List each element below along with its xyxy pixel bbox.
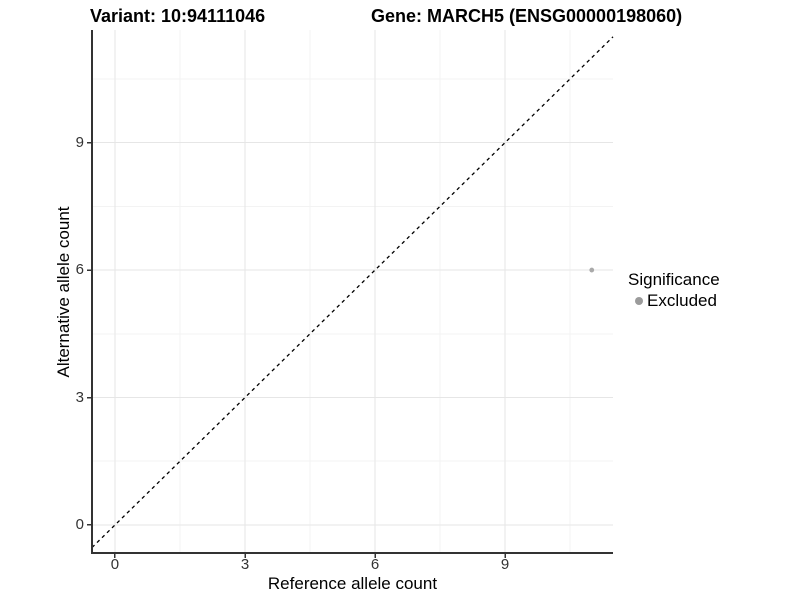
x-tick-label: 9: [500, 556, 510, 573]
y-axis-title: Alternative allele count: [54, 206, 73, 378]
plot-title-gene: Gene: MARCH5 (ENSG00000198060): [371, 6, 683, 26]
x-tick-label: 6: [370, 556, 380, 573]
legend-entry-label: Excluded: [647, 291, 717, 310]
plot-title-variant: Variant: 10:94111046: [90, 6, 266, 26]
legend-key-dot-icon: [635, 297, 643, 305]
y-tick-label: 6: [75, 261, 84, 279]
x-tick-label: 0: [110, 556, 120, 573]
y-tick-label: 0: [75, 515, 84, 533]
x-axis-title: Reference allele count: [267, 574, 438, 593]
legend-entry-excluded: Excluded: [628, 292, 720, 310]
identity-dashed-line: [91, 36, 614, 548]
legend: Significance Excluded: [628, 270, 720, 310]
y-tick-label: 3: [75, 388, 84, 406]
data-point: [589, 267, 595, 273]
legend-title: Significance: [628, 270, 720, 289]
x-tick-label: 3: [240, 556, 250, 573]
y-tick-label: 9: [75, 133, 84, 151]
